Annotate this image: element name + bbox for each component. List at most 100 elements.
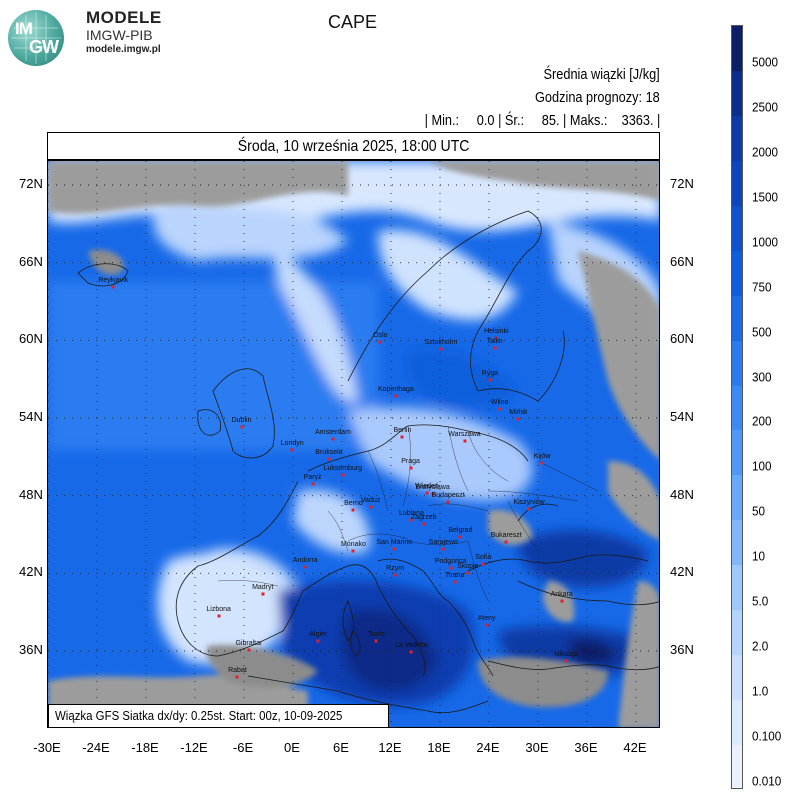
- city-marker: [560, 599, 564, 603]
- city-label: Tallin: [486, 338, 503, 346]
- logo-letters-bottom: GW: [29, 37, 59, 57]
- lon-label: 12E: [378, 740, 402, 755]
- city-marker: [327, 457, 331, 461]
- map-title: CAPE: [327, 12, 378, 32]
- city-label: Skopje: [457, 563, 479, 571]
- lon-label: 24E: [476, 740, 500, 755]
- lat-label-right: 54N: [670, 409, 694, 424]
- colorbar-segment: [732, 655, 742, 702]
- logo-grid-icon: [11, 12, 61, 64]
- city-label: Andorra: [292, 556, 318, 564]
- lat-label-left: 36N: [19, 642, 43, 657]
- city-marker: [494, 336, 498, 340]
- city-marker: [331, 437, 335, 441]
- colorbar-segment: [732, 250, 742, 297]
- city-label: Tirana: [444, 572, 465, 580]
- city-marker: [235, 675, 239, 679]
- brand-url[interactable]: modele.imgw.pl: [86, 44, 161, 55]
- colorbar-segment: [732, 295, 742, 342]
- city-marker: [392, 547, 396, 551]
- city-label: Bratysława: [415, 484, 450, 492]
- colorbar: [731, 25, 743, 789]
- city-label: Warszawa: [448, 431, 481, 439]
- lat-label-left: 42N: [19, 564, 43, 580]
- info-stats-line: | Min.: 0.0 | Śr.: 85. | Maks.: 3363. |: [424, 112, 660, 129]
- city-marker: [485, 623, 489, 627]
- lon-label: -24E: [82, 740, 110, 755]
- city-marker: [393, 573, 397, 577]
- city-label: Kijów: [533, 453, 551, 461]
- city-marker: [261, 592, 265, 596]
- lat-label-right: 42N: [670, 564, 694, 580]
- city-label: Sztokholm: [424, 339, 458, 347]
- colorbar-label: 5.0: [752, 593, 769, 609]
- colorbar-label: 750: [752, 279, 772, 295]
- city-marker: [378, 340, 382, 344]
- colorbar-segment: [732, 70, 742, 117]
- city-label: Dublin: [231, 417, 252, 425]
- city-label: Sarajewo: [428, 538, 458, 546]
- colorbar-label: 2000: [752, 144, 779, 160]
- city-marker: [409, 466, 413, 470]
- city-label: Podgorica: [434, 558, 467, 566]
- colorbar-label: 10: [752, 548, 766, 564]
- city-label: Berno: [344, 499, 363, 507]
- city-marker: [439, 347, 443, 351]
- lon-label: -6E: [232, 740, 254, 755]
- city-marker: [527, 507, 531, 511]
- city-label: San Marino: [376, 538, 413, 546]
- colorbar-segment: [732, 115, 742, 162]
- colorbar-segment: [732, 385, 742, 432]
- map-panel[interactable]: Reykjavik Oslo Sztokholm Helsinki Tallin Ryga…: [47, 160, 660, 728]
- lat-label-left: 66N: [19, 253, 43, 269]
- city-marker: [466, 571, 470, 575]
- city-label: Wiedeń: [415, 483, 439, 491]
- city-label: Luksemburg: [323, 464, 363, 472]
- city-label: Ryga: [481, 370, 498, 378]
- colorbar-label: 0.100: [752, 728, 782, 744]
- city-marker: [351, 549, 355, 553]
- info-forecast-hour: Godzina prognozy: 18: [535, 89, 660, 106]
- lat-label-right: 66N: [670, 253, 694, 269]
- colorbar-label: 100: [752, 458, 772, 474]
- city-marker: [463, 439, 466, 443]
- city-label: Zagrzeb: [410, 514, 437, 522]
- city-label: Monako: [340, 541, 366, 549]
- city-marker: [374, 639, 378, 643]
- city-marker: [446, 500, 450, 504]
- city-label: Belgrad: [448, 527, 473, 535]
- city-label: Lizbona: [206, 606, 231, 614]
- lat-label-left: 72N: [19, 176, 43, 191]
- city-label: Madryt: [252, 584, 274, 592]
- city-marker: [111, 285, 115, 289]
- colorbar-segment: [732, 340, 742, 387]
- city-layer: Reykjavik Oslo Sztokholm Helsinki Tallin Ryga…: [48, 161, 659, 727]
- city-marker: [369, 505, 373, 509]
- colorbar-label: 500: [752, 324, 772, 340]
- city-label: Oslo: [373, 331, 388, 339]
- city-label: Berlin: [393, 427, 412, 435]
- city-marker: [425, 491, 429, 495]
- colorbar-segment: [732, 160, 742, 207]
- colorbar-label: 0.010: [752, 773, 782, 789]
- city-label: Ankara: [550, 590, 573, 598]
- colorbar-segment: [732, 26, 742, 72]
- city-label: Praga: [401, 458, 420, 466]
- brand-subtitle: IMGW-PIB: [86, 27, 153, 43]
- city-marker: [564, 659, 568, 663]
- city-label: Sofia: [475, 554, 492, 562]
- lon-label: 6E: [333, 740, 349, 755]
- city-label: Nikozja: [554, 651, 578, 659]
- city-label: Kiszyniów: [513, 498, 545, 506]
- colorbar-segment: [732, 475, 742, 522]
- logo-letters-top: IM: [15, 19, 33, 38]
- city-label: Bruksela: [315, 449, 343, 457]
- colorbar-label: 5000: [752, 54, 779, 70]
- city-label: Paryż: [303, 474, 322, 482]
- lon-label: -30E: [33, 740, 61, 755]
- city-marker: [316, 639, 320, 643]
- colorbar-segment: [732, 565, 742, 612]
- colorbar-segment: [732, 520, 742, 567]
- city-label: La Valletta: [395, 642, 428, 650]
- cape-map: [48, 161, 659, 727]
